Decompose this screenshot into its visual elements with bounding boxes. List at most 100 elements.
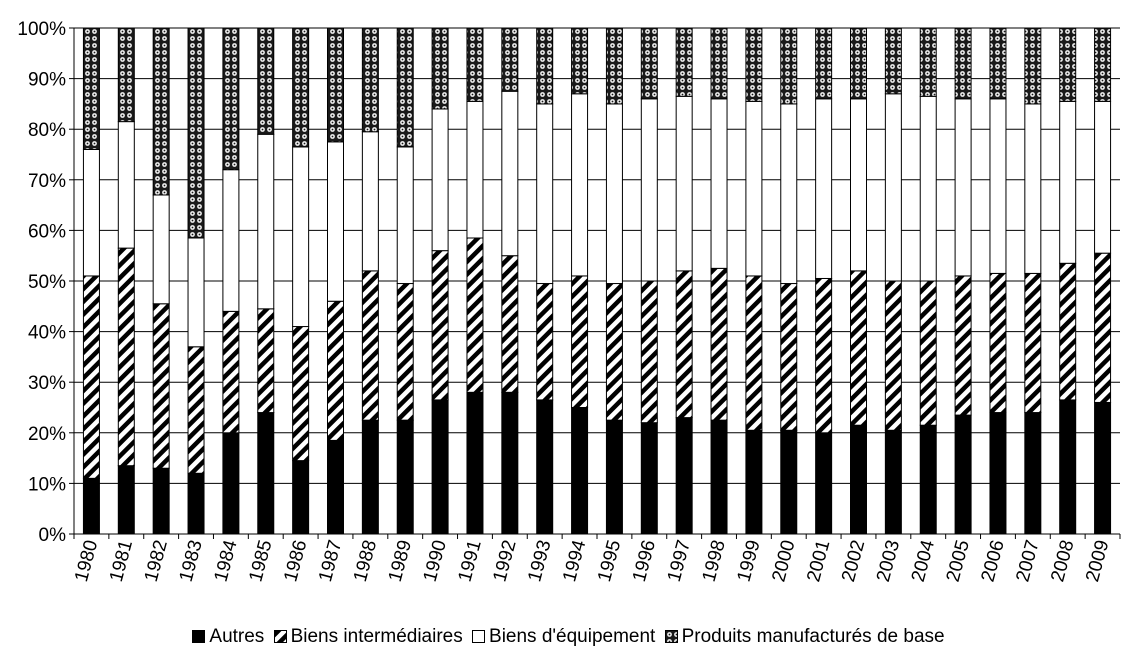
x-axis: 1980 1981 1982 1983 1984 1985 1986 1987 1988 1989… [71,533,1121,584]
x-tick-label-2005: 2005 [943,538,974,584]
bar-segment-biens-d-quipement-1982 [152,194,170,305]
bar-segment-produits-manufactur-s-de-base-1982 [152,27,170,196]
bar-segment-produits-manufactur-s-de-base-2009 [1094,27,1112,102]
bar-segment-biens-d-quipement-2006 [989,98,1007,274]
bar-segment-autres-2009 [1094,401,1112,535]
x-tick-label-1992: 1992 [489,538,520,584]
bar-segment-produits-manufactur-s-de-base-2005 [954,27,972,100]
bar-segment-produits-manufactur-s-de-base-1989 [396,27,414,148]
bar-segment-autres-1994 [571,407,589,535]
x-tick-label-2001: 2001 [803,538,834,584]
bar-segment-biens-d-quipement-1989 [396,146,414,285]
bar-segment-produits-manufactur-s-de-base-2001 [815,27,833,100]
y-tick-label: 10% [28,474,66,495]
bar-segment-biens-d-quipement-1980 [82,148,100,277]
x-tick-label-1988: 1988 [350,538,381,584]
bar-segment-produits-manufactur-s-de-base-1999 [745,27,763,102]
bar-segment-produits-manufactur-s-de-base-2007 [1024,27,1042,105]
bar-segment-biens-d-quipement-1983 [187,237,205,348]
legend: Autres Biens intermédiaires Biens d'équi… [0,626,1137,648]
bar-segment-produits-manufactur-s-de-base-1983 [187,27,205,239]
bar-segment-biens-d-quipement-1996 [640,98,658,282]
bar-segment-biens-d-quipement-1990 [431,108,449,252]
x-tick-label-2003: 2003 [873,538,904,584]
bar-segment-produits-manufactur-s-de-base-2002 [850,27,867,100]
bar-segment-produits-manufactur-s-de-base-1993 [536,27,554,105]
bar-segment-biens-interm-diaires-2002 [850,270,867,426]
gridlines [74,27,1120,484]
bar-segment-biens-interm-diaires-1982 [152,303,170,469]
bar-segment-autres-1993 [536,399,554,535]
x-tick-label-1981: 1981 [106,538,137,584]
bar-segment-autres-2000 [780,429,798,535]
legend-item-biens-intermediaires: Biens intermédiaires [273,626,463,648]
stacked-bar-chart: 0%10%20%30%40%50%60%70%80%90%100% 1980 19… [17,19,1121,584]
x-tick-label-1984: 1984 [211,537,242,584]
bar-segment-biens-d-quipement-1997 [675,95,693,272]
y-tick-label: 70% [28,171,66,192]
bar-segment-biens-interm-diaires-2004 [919,280,937,426]
bar-segment-autres-1980 [82,477,100,535]
bar-segment-biens-interm-diaires-1995 [605,283,623,421]
legend-label-produits-manufactures: Produits manufacturés de base [681,626,945,647]
bar-segment-biens-interm-diaires-1989 [396,283,414,421]
legend-item-autres: Autres [192,626,264,648]
bar-segment-produits-manufactur-s-de-base-1988 [361,27,379,133]
bar-segment-biens-d-quipement-2007 [1024,103,1042,274]
legend-swatch-hatch [273,630,287,643]
x-tick-label-1980: 1980 [71,538,102,584]
bar-segment-autres-2006 [989,412,1007,535]
bar-segment-autres-2005 [954,414,972,535]
bar-segment-autres-1999 [745,429,763,535]
bar-segment-biens-interm-diaires-2001 [815,277,833,434]
x-tick-label-2009: 2009 [1082,538,1113,584]
bar-segment-autres-1998 [710,419,728,535]
bar-segment-autres-2002 [850,424,867,535]
bar-segment-biens-d-quipement-1995 [605,103,623,285]
x-tick-label-2006: 2006 [978,538,1009,584]
y-tick-label: 50% [28,272,66,293]
bar-segment-biens-interm-diaires-1991 [466,237,484,393]
y-tick-label: 60% [28,221,66,242]
y-tick-label: 80% [28,120,66,141]
bar-segment-biens-interm-diaires-2005 [954,275,972,416]
bar-segment-autres-1990 [431,399,449,535]
bar-segment-biens-d-quipement-1999 [745,100,763,277]
x-tick-label-1999: 1999 [734,538,765,584]
bar-segment-biens-interm-diaires-2009 [1094,252,1112,403]
x-tick-label-1987: 1987 [315,538,346,584]
x-tick-label-1991: 1991 [455,538,486,584]
bar-segment-biens-d-quipement-1984 [222,169,240,312]
y-axis: 0% 10% 20% 30% 40% 50% 60% 70% 80% 90% 100% [17,19,75,546]
y-tick-label: 30% [28,373,66,394]
bar-segment-autres-1986 [292,460,310,535]
x-tick-label-1986: 1986 [280,538,311,584]
bar-segment-biens-d-quipement-2002 [850,98,867,272]
bar-segment-biens-interm-diaires-1997 [675,270,693,419]
bar-segment-autres-1982 [152,467,170,535]
bar-segment-autres-1987 [327,439,344,535]
bar-segment-autres-1985 [257,412,275,535]
bar-segment-biens-d-quipement-1991 [466,100,484,239]
bar-segment-biens-d-quipement-2009 [1094,100,1112,254]
bar-segment-biens-interm-diaires-1990 [431,250,449,401]
x-tick-label-1998: 1998 [699,538,730,584]
bar-segment-autres-1997 [675,417,693,535]
bar-segment-produits-manufactur-s-de-base-1986 [292,27,310,148]
bar-segment-biens-d-quipement-1988 [361,131,379,272]
bar-segment-produits-manufactur-s-de-base-1997 [675,27,693,97]
legend-swatch-dots [664,630,678,643]
bar-segment-autres-1989 [396,419,414,535]
y-tick-label: 90% [28,70,66,91]
bar-segment-produits-manufactur-s-de-base-1987 [327,27,344,143]
x-tick-label-2004: 2004 [908,537,939,584]
bar-segment-biens-d-quipement-1992 [501,90,519,257]
bar-segment-biens-d-quipement-1993 [536,103,554,285]
bar-segment-autres-1983 [187,472,205,535]
x-tick-label-1995: 1995 [594,538,625,584]
bar-segment-autres-2003 [884,429,902,535]
bar-segment-biens-d-quipement-1987 [327,141,344,302]
bar-segment-biens-interm-diaires-1980 [82,275,100,479]
bar-segment-autres-2004 [919,424,937,535]
x-tick-label-1982: 1982 [141,538,172,584]
